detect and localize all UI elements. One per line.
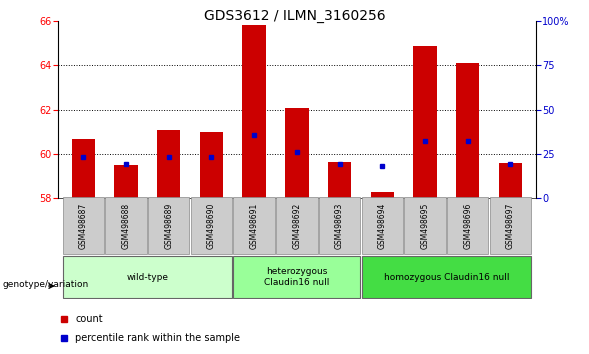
Bar — [148, 197, 190, 254]
Bar — [62, 256, 232, 298]
Bar — [447, 197, 488, 254]
Text: GSM498693: GSM498693 — [335, 202, 344, 249]
Text: wild-type: wild-type — [127, 273, 168, 281]
Text: GSM498690: GSM498690 — [207, 202, 216, 249]
Bar — [114, 165, 138, 198]
Bar — [489, 197, 531, 254]
Bar — [319, 197, 360, 254]
Bar — [157, 130, 180, 198]
Text: GSM498696: GSM498696 — [463, 202, 472, 249]
Bar — [233, 256, 360, 298]
Text: GSM498691: GSM498691 — [250, 202, 259, 249]
Bar — [191, 197, 232, 254]
Bar — [62, 197, 104, 254]
Text: GSM498687: GSM498687 — [79, 202, 88, 249]
Text: genotype/variation: genotype/variation — [3, 280, 89, 290]
Text: percentile rank within the sample: percentile rank within the sample — [75, 333, 240, 343]
Bar — [456, 63, 479, 198]
Bar — [233, 197, 275, 254]
Text: GSM498695: GSM498695 — [421, 202, 429, 249]
Text: GDS3612 / ILMN_3160256: GDS3612 / ILMN_3160256 — [204, 9, 385, 23]
Text: GSM498689: GSM498689 — [164, 202, 173, 249]
Bar — [276, 197, 317, 254]
Bar — [243, 24, 266, 198]
Text: GSM498692: GSM498692 — [292, 202, 302, 249]
Bar — [404, 197, 446, 254]
Bar — [499, 163, 522, 198]
Bar — [362, 256, 531, 298]
Bar — [200, 132, 223, 198]
Bar — [370, 192, 394, 198]
Text: GSM498694: GSM498694 — [378, 202, 387, 249]
Text: heterozygous
Claudin16 null: heterozygous Claudin16 null — [264, 267, 329, 287]
Text: GSM498697: GSM498697 — [506, 202, 515, 249]
Bar — [328, 162, 351, 198]
Bar — [105, 197, 147, 254]
Text: homozygous Claudin16 null: homozygous Claudin16 null — [383, 273, 509, 281]
Bar — [72, 138, 95, 198]
Text: count: count — [75, 314, 103, 324]
Bar — [285, 108, 309, 198]
Text: GSM498688: GSM498688 — [121, 202, 131, 249]
Bar — [413, 46, 436, 198]
Bar — [362, 197, 403, 254]
